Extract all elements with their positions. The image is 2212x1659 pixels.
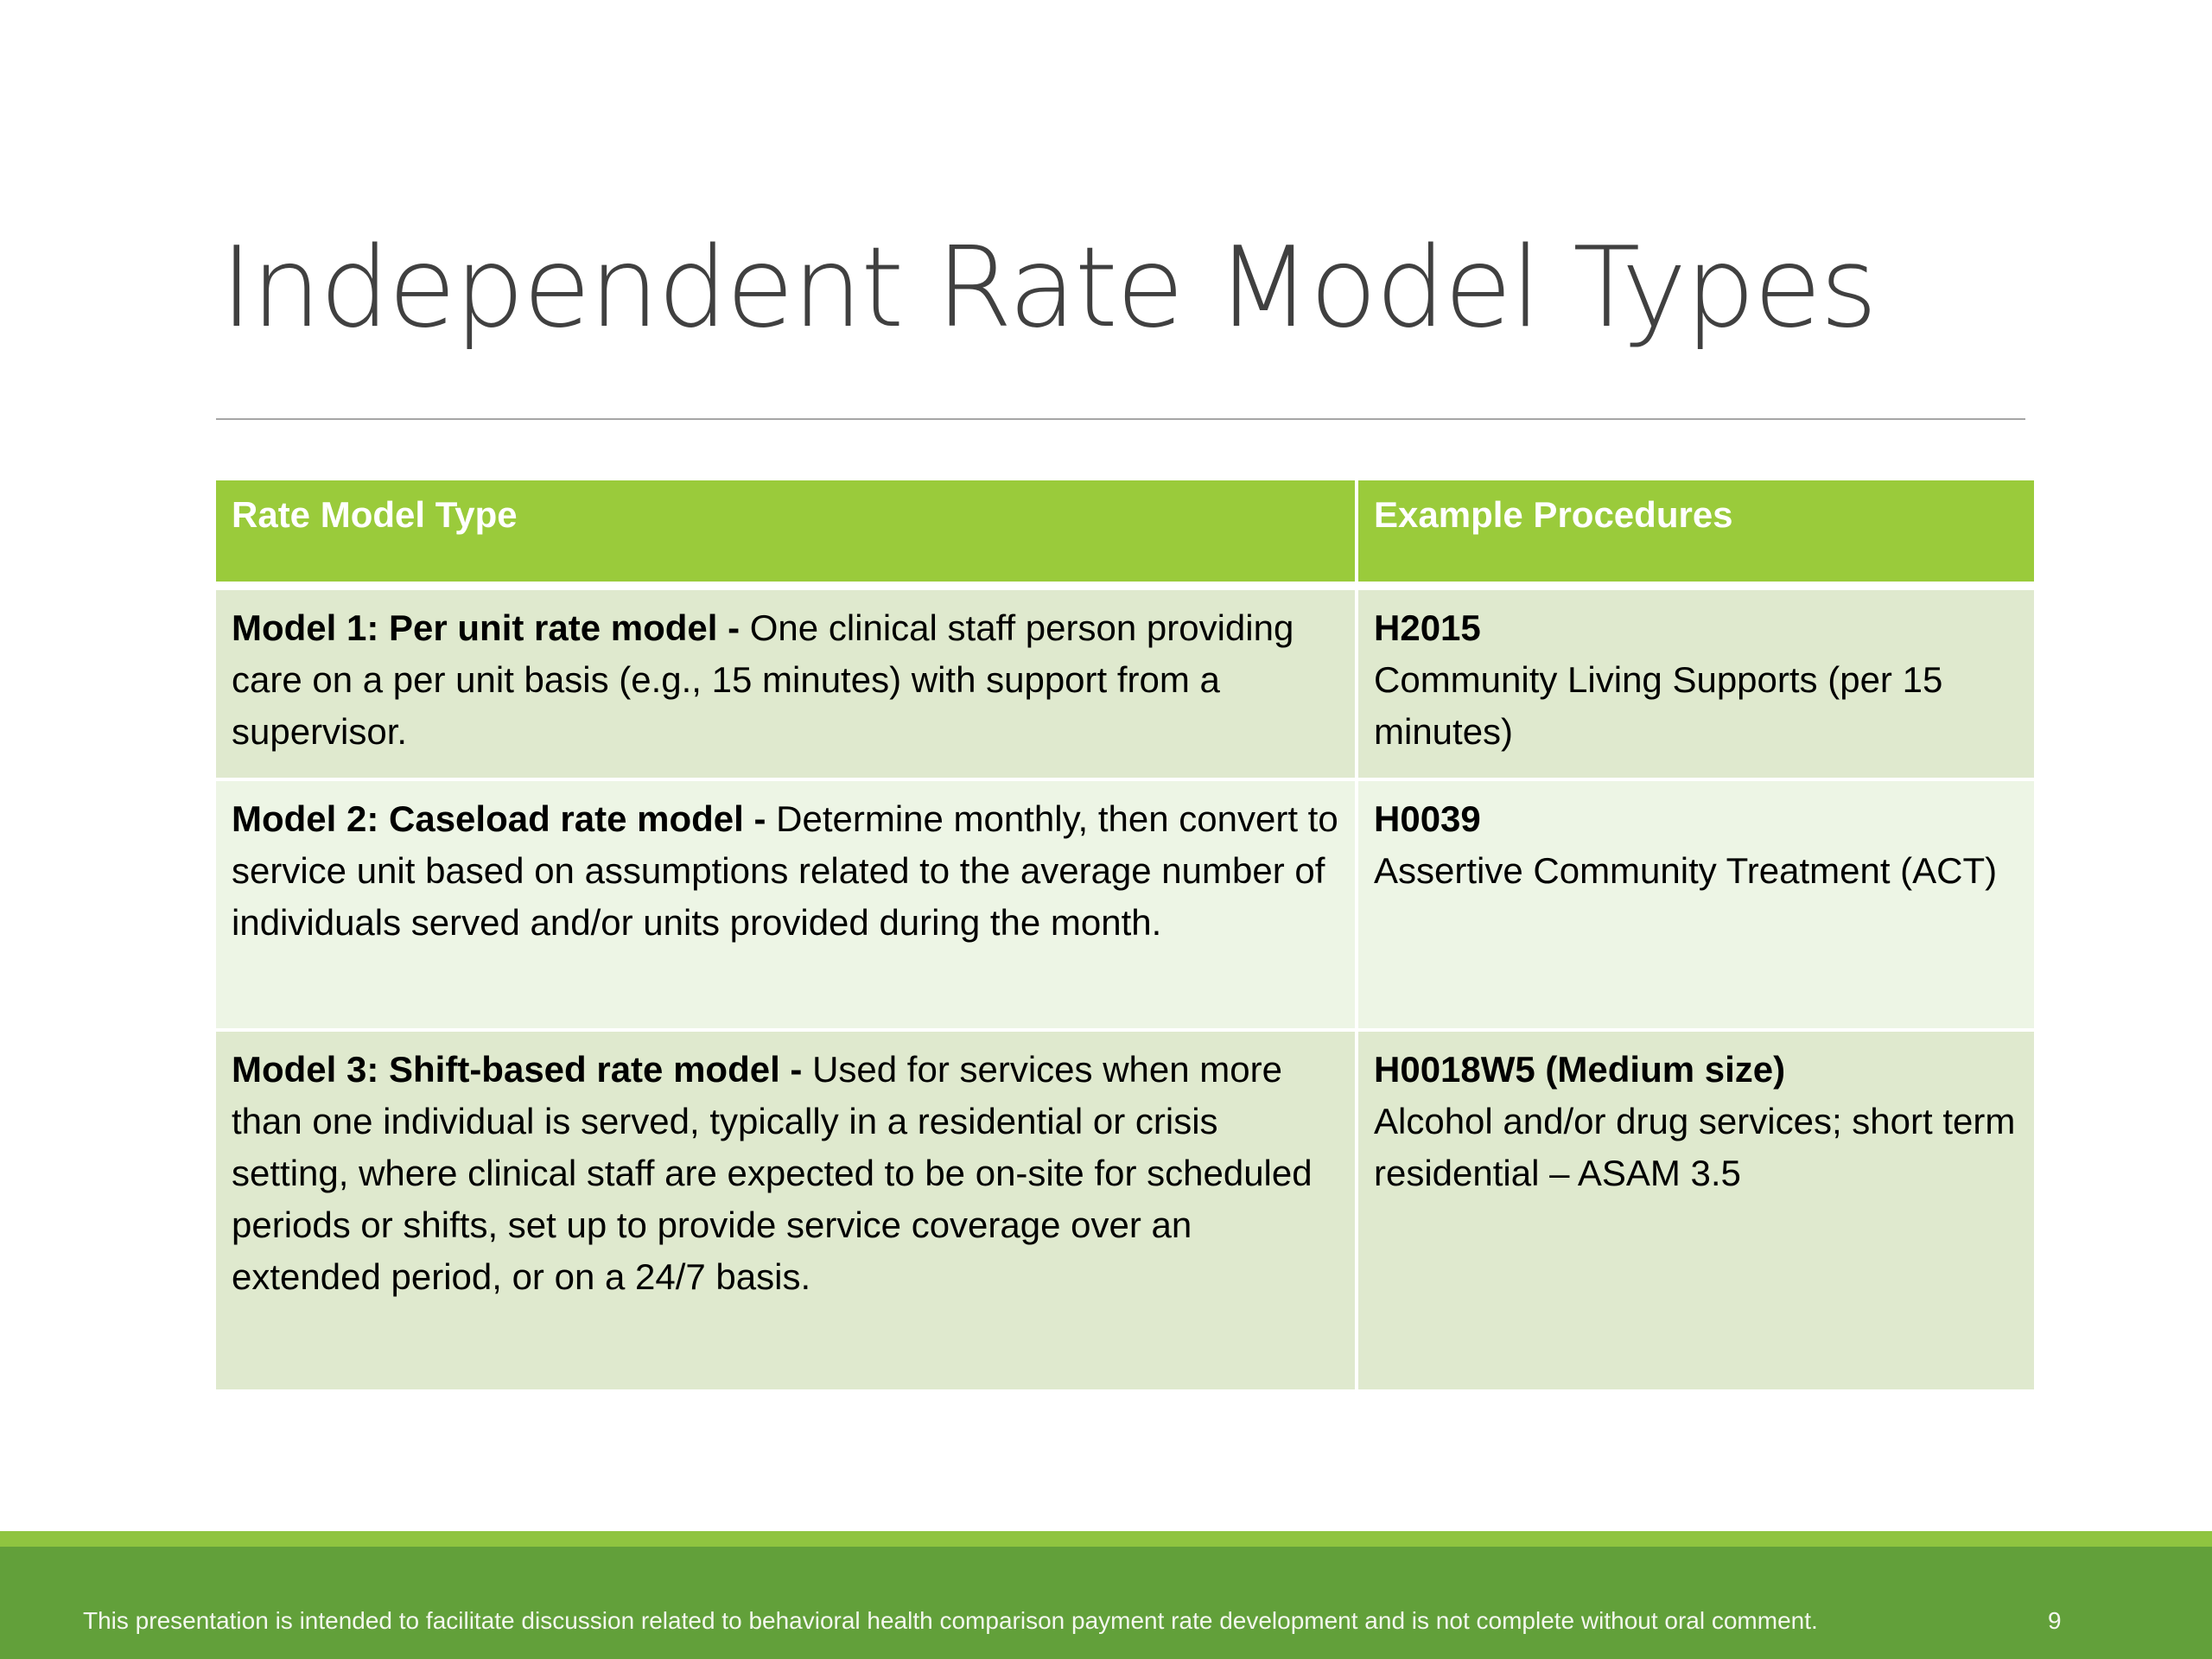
- procedure-description: Community Living Supports (per 15 minute…: [1374, 659, 1943, 752]
- header-example-procedures: Example Procedures: [1355, 480, 2034, 590]
- procedure-code: H2015: [1374, 607, 1481, 648]
- model-label: Model 2: Caseload rate model -: [232, 798, 766, 839]
- procedure-description: Alcohol and/or drug services; short term…: [1374, 1101, 2016, 1193]
- header-rate-model-type: Rate Model Type: [216, 480, 1357, 590]
- rate-model-table: Rate Model Type Example Procedures Model…: [216, 480, 2034, 1389]
- procedure-code: H0039: [1374, 798, 1481, 839]
- table-row: Model 2: Caseload rate model - Determine…: [216, 778, 2034, 1032]
- procedure-cell: H0039 Assertive Community Treatment (ACT): [1355, 778, 2034, 1032]
- procedure-cell: H2015 Community Living Supports (per 15 m…: [1355, 586, 2034, 779]
- procedure-cell: H0018W5 (Medium size) Alcohol and/or drug…: [1355, 1030, 2034, 1389]
- title-divider: [216, 418, 2025, 420]
- table-header-row: Rate Model Type Example Procedures: [216, 480, 2034, 590]
- model-cell: Model 1: Per unit rate model - One clini…: [216, 586, 1357, 779]
- model-cell: Model 2: Caseload rate model - Determine…: [216, 778, 1357, 1032]
- model-label: Model 1: Per unit rate model -: [232, 607, 741, 648]
- footer-stripe: [0, 1531, 2212, 1547]
- slide-title: Independent Rate Model Types: [220, 224, 1878, 353]
- page-number: 9: [2048, 1607, 2062, 1634]
- model-description: Determine monthly, then convert to servi…: [232, 798, 1338, 943]
- table-row: Model 3: Shift-based rate model - Used f…: [216, 1030, 2034, 1389]
- footer-disclaimer: This presentation is intended to facilit…: [83, 1607, 1818, 1634]
- procedure-description: Assertive Community Treatment (ACT): [1374, 850, 1998, 891]
- table-row: Model 1: Per unit rate model - One clini…: [216, 586, 2034, 779]
- model-description: One clinical staff person providing care…: [232, 607, 1294, 752]
- model-cell: Model 3: Shift-based rate model - Used f…: [216, 1030, 1357, 1389]
- procedure-code: H0018W5 (Medium size): [1374, 1049, 1786, 1090]
- model-description: Used for services when more than one ind…: [232, 1049, 1313, 1297]
- model-label: Model 3: Shift-based rate model -: [232, 1049, 803, 1090]
- footer-bar: [0, 1547, 2212, 1659]
